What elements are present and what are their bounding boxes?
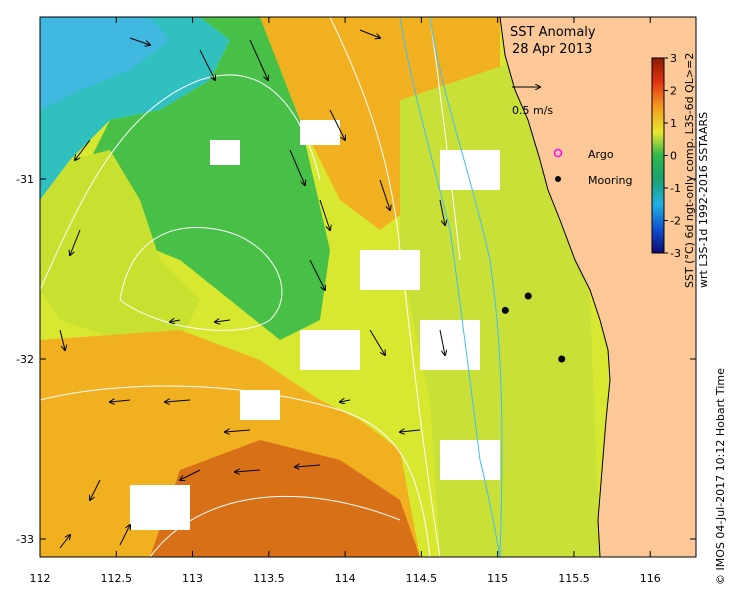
mooring-legend-label: Mooring [588,174,632,187]
colorbar: 3 2 1 0 -1 -2 -3 SST (°C) 6d ngt-only comp. L3… [651,52,710,288]
credit-text: © IMOS 04-Jul-2017 10:12 Hobart Time [714,368,727,585]
map-title-line1: SST Anomaly [510,25,596,40]
mooring-point [558,355,566,363]
colorbar-label-line1: SST (°C) 6d ngt-only comp. L3S-6d QL>=2 [683,53,696,288]
cloud-gap [440,150,500,190]
y-tick-label: -31 [16,173,34,186]
cloud-gap [300,120,340,145]
x-tick-label: 113 [182,572,203,585]
mooring-legend-icon [555,176,561,182]
colorbar-tick-label: 1 [670,117,677,130]
contour-lines [40,17,461,557]
colorbar-tick-label: -3 [670,247,681,260]
mooring-markers [501,292,566,363]
colorbar-gradient [651,57,665,254]
x-tick-label: 114.5 [406,572,438,585]
cloud-gap [210,140,240,165]
plot-area: SST Anomaly 28 Apr 2013 0.5 m/s Argo Moo… [40,17,696,557]
colorbar-tick-label: 0 [670,150,677,163]
bathymetry-lines [399,17,503,557]
current-vectors [59,29,445,549]
cloud-gap [440,440,500,480]
colorbar-label-line2: wrt L3S-1d 1992-2016 SSTAARS [697,112,710,288]
x-tick-label: 112.5 [101,572,133,585]
argo-legend-label: Argo [588,148,614,161]
x-tick-label: 115 [487,572,508,585]
mooring-point [501,306,509,314]
argo-legend-icon [553,148,563,158]
y-tick-label: -32 [16,353,34,366]
colorbar-tick-label: 3 [670,52,677,65]
cloud-gap [420,320,480,370]
x-tick-label: 115.5 [558,572,590,585]
y-tick-label: -33 [16,533,34,546]
land-western-australia [499,17,696,557]
warm-anomaly-south [150,440,420,557]
colorbar-tick-label: -1 [670,182,681,195]
yellow-green-west [40,150,200,340]
plot-frame [39,16,697,558]
cloud-gap [300,330,360,370]
cloud-gap [360,250,420,290]
map-title-line2: 28 Apr 2013 [512,42,592,57]
x-tick-label: 113.5 [253,572,285,585]
x-tick-label: 114 [335,572,356,585]
cloud-gap [130,485,190,530]
colorbar-tick-label: -2 [670,215,681,228]
colorbar-tick-label: 2 [670,85,677,98]
x-tick-label: 116 [640,572,661,585]
mooring-point [524,292,532,300]
x-tick-label: 112 [30,572,51,585]
velocity-scale-label: 0.5 m/s [512,104,553,117]
y-axis: -31 -32 -33 [16,173,696,546]
x-axis: 112 112.5 113 113.5 114 114.5 115 115.5 116 [30,17,661,585]
